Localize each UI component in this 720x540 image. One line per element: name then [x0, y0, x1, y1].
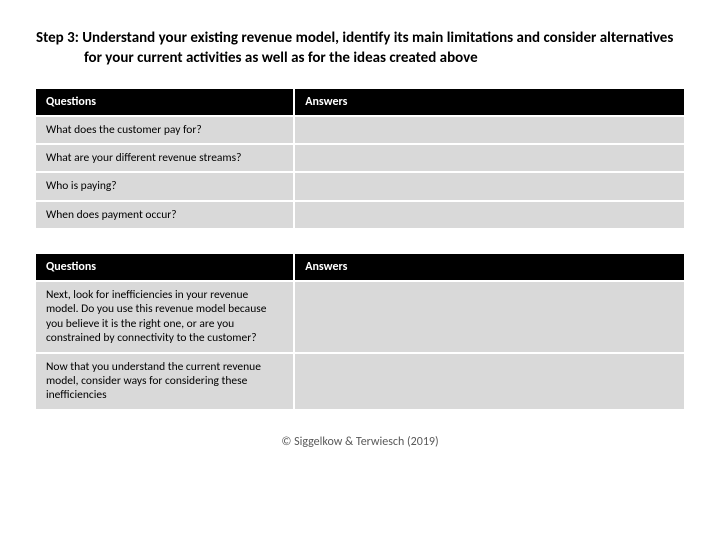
t2-header-questions: Questions [36, 254, 295, 280]
t1-q0: What does the customer pay for? [36, 117, 295, 143]
table-row: Next, look for inefficiencies in your re… [36, 282, 684, 352]
t2-header-answers: Answers [295, 254, 684, 280]
t1-header-questions: Questions [36, 89, 295, 115]
t2-q1: Now that you understand the current reve… [36, 354, 295, 409]
t2-a1 [295, 354, 684, 409]
step-title: Step 3: Understand your existing revenue… [84, 28, 684, 69]
qa-table-2: Questions Answers Next, look for ineffic… [36, 252, 684, 411]
t2-a0 [295, 282, 684, 352]
t1-q3: When does payment occur? [36, 202, 295, 228]
table-row: Who is paying? [36, 173, 684, 199]
t1-a2 [295, 173, 684, 199]
t1-q2: Who is paying? [36, 173, 295, 199]
step-label: Step 3: [36, 29, 79, 47]
table-row: Now that you understand the current reve… [36, 354, 684, 409]
t1-q1: What are your different revenue streams? [36, 145, 295, 171]
step-text: Understand your existing revenue model, … [82, 29, 673, 67]
table-row: When does payment occur? [36, 202, 684, 228]
qa-table-1: Questions Answers What does the customer… [36, 87, 684, 231]
t1-a3 [295, 202, 684, 228]
t1-a1 [295, 145, 684, 171]
t2-q0: Next, look for inefficiencies in your re… [36, 282, 295, 352]
table-row: What are your different revenue streams? [36, 145, 684, 171]
table-row: What does the customer pay for? [36, 117, 684, 143]
t1-a0 [295, 117, 684, 143]
t1-header-answers: Answers [295, 89, 684, 115]
page: Step 3: Understand your existing revenue… [0, 0, 720, 449]
footer-copyright: © Siggelkow & Terwiesch (2019) [36, 435, 684, 449]
